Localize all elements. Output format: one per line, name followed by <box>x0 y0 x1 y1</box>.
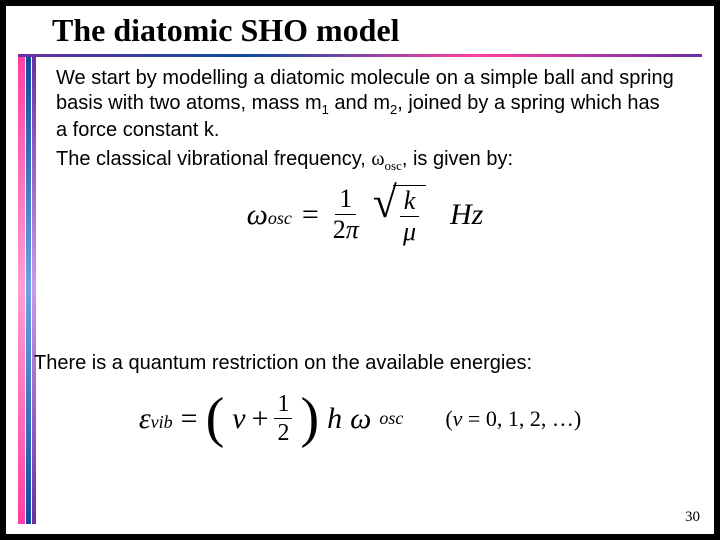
slide-title: The diatomic SHO model <box>52 12 400 49</box>
border-bar-blue <box>26 54 31 524</box>
equation-1: ωosc = 1 2π √ k μ Hz <box>56 185 674 245</box>
equation-2: εvib = ( v + 1 2 ) hωosc (v = 0, 1, 2, …… <box>6 392 714 445</box>
border-bar-pink <box>18 54 25 524</box>
quantum-restriction-line: There is a quantum restriction on the av… <box>34 352 684 375</box>
paragraph-1: We start by modelling a diatomic molecul… <box>56 66 674 143</box>
border-bar-purple <box>32 54 36 524</box>
border-bar-horizontal <box>18 54 702 57</box>
page-number: 30 <box>685 509 700 526</box>
body-text: We start by modelling a diatomic molecul… <box>56 66 674 259</box>
slide-frame: The diatomic SHO model We start by model… <box>6 6 714 534</box>
paragraph-2: The classical vibrational frequency, ωos… <box>56 147 674 174</box>
